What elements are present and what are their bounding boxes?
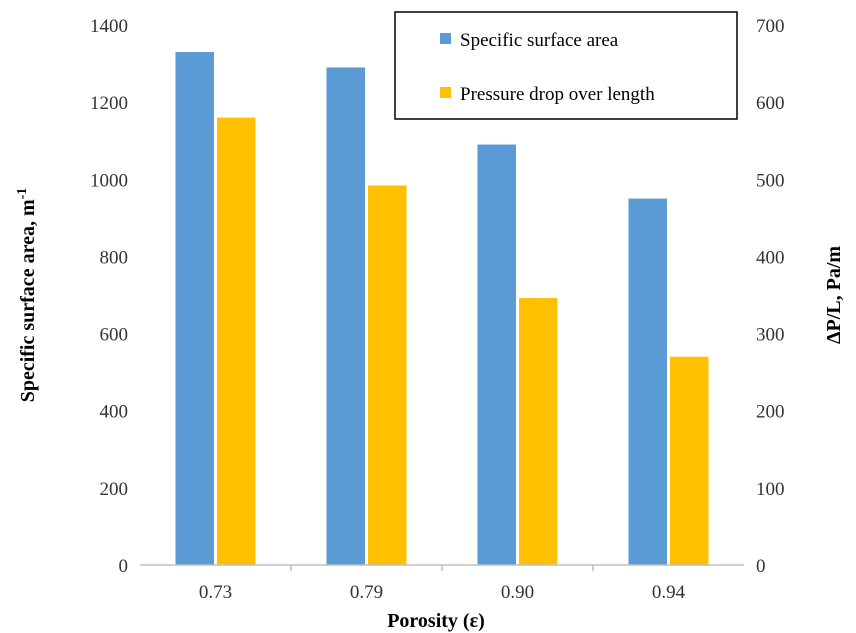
x-axis-ticks: 0.73 0.79 0.90 0.94 xyxy=(199,565,686,603)
left-tick-label: 1000 xyxy=(90,170,128,191)
legend-label-specific-surface-area: Specific surface area xyxy=(460,30,619,51)
legend-swatch-pressure-drop xyxy=(440,87,451,98)
bars xyxy=(175,52,709,566)
right-tick-label: 100 xyxy=(756,479,785,500)
right-tick-label: 400 xyxy=(756,247,785,268)
legend-label-pressure-drop: Pressure drop over length xyxy=(460,84,655,105)
left-tick-label: 0 xyxy=(119,556,129,577)
right-tick-label: 300 xyxy=(756,325,785,346)
x-tick-label: 0.79 xyxy=(350,582,383,603)
right-tick-label: 200 xyxy=(756,402,785,423)
left-tick-label: 400 xyxy=(100,402,129,423)
left-axis-title: Specific surface area, m-1 xyxy=(15,188,39,403)
right-tick-label: 600 xyxy=(756,93,785,114)
legend: Specific surface area Pressure drop over… xyxy=(394,11,738,120)
left-tick-label: 1200 xyxy=(90,93,128,114)
x-tick-label: 0.94 xyxy=(652,582,686,603)
right-axis-title: ΔP/L, Pa/m xyxy=(823,246,845,344)
right-tick-label: 700 xyxy=(756,16,785,37)
bar-specific-surface-area xyxy=(477,144,516,566)
left-tick-label: 200 xyxy=(100,479,129,500)
bar-pressure-drop xyxy=(519,298,558,565)
right-axis-ticks: 0 100 200 300 400 500 600 700 xyxy=(756,16,785,577)
legend-swatch-specific-surface-area xyxy=(440,33,451,44)
left-axis-ticks: 0 200 400 600 800 1000 1200 1400 xyxy=(90,16,128,577)
x-tick-label: 0.73 xyxy=(199,582,232,603)
bar-pressure-drop xyxy=(368,185,407,565)
bar-specific-surface-area xyxy=(628,198,667,566)
bar-pressure-drop xyxy=(670,356,709,565)
right-tick-label: 0 xyxy=(756,556,766,577)
left-tick-label: 600 xyxy=(100,325,129,346)
bar-specific-surface-area xyxy=(326,67,365,565)
left-tick-label: 800 xyxy=(100,247,129,268)
left-tick-label: 1400 xyxy=(90,16,128,37)
legend-box xyxy=(394,11,738,120)
bar-pressure-drop xyxy=(217,117,256,566)
x-axis-title: Porosity (ε) xyxy=(387,610,485,632)
x-tick-label: 0.90 xyxy=(501,582,534,603)
right-tick-label: 500 xyxy=(756,170,785,191)
bar-specific-surface-area xyxy=(175,52,214,565)
